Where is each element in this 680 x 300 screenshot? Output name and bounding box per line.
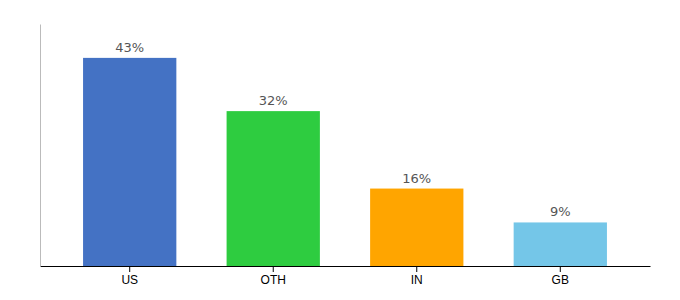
y-axis-line [40,25,41,267]
data-labels: 43% 32% 16% 9% [115,40,570,220]
x-tick: OTH [261,266,286,287]
data-label: 32% [259,93,288,108]
data-label: 9% [550,204,571,219]
data-label: 16% [402,171,431,186]
y-axis [40,25,41,267]
bars [83,58,607,266]
x-axis-line [41,266,651,267]
x-tick-label: US [121,273,138,287]
bar [83,58,176,266]
x-tick-label: GB [552,273,569,287]
bar [514,222,607,266]
x-tick-label: OTH [261,273,286,287]
x-axis: US OTH IN GB [41,266,651,287]
chart: US OTH IN GB 43% 32% 16% 9% [0,0,680,300]
data-label: 43% [115,40,144,55]
x-tick-mark [273,266,274,272]
x-tick-mark [560,266,561,272]
x-tick: GB [552,266,569,287]
plot: US OTH IN GB 43% 32% 16% 9% [41,25,651,287]
x-tick-label: IN [411,273,423,287]
x-tick: IN [411,266,423,287]
x-tick-mark [416,266,417,272]
bar [370,189,463,266]
x-tick: US [121,266,138,287]
x-tick-mark [129,266,130,272]
bar [227,111,320,266]
